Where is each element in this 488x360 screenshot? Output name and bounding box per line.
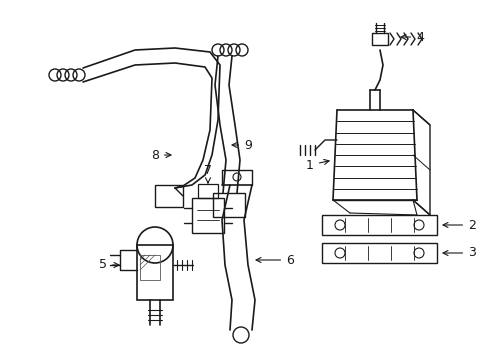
Bar bbox=[137, 245, 173, 300]
Bar bbox=[140, 255, 160, 280]
Text: 5: 5 bbox=[99, 258, 119, 271]
Bar bbox=[371, 33, 387, 45]
Text: 9: 9 bbox=[231, 139, 251, 152]
Bar bbox=[192, 198, 224, 233]
Text: 8: 8 bbox=[151, 149, 171, 162]
Bar bbox=[198, 184, 218, 198]
Text: 2: 2 bbox=[442, 219, 475, 231]
Bar bbox=[321, 215, 436, 235]
Text: 1: 1 bbox=[305, 158, 328, 171]
Text: 4: 4 bbox=[400, 31, 423, 44]
Bar bbox=[213, 193, 244, 217]
Text: 6: 6 bbox=[256, 253, 293, 266]
Text: 7: 7 bbox=[203, 163, 212, 183]
Bar bbox=[321, 243, 436, 263]
Text: 3: 3 bbox=[442, 247, 475, 260]
Bar bbox=[155, 185, 183, 207]
